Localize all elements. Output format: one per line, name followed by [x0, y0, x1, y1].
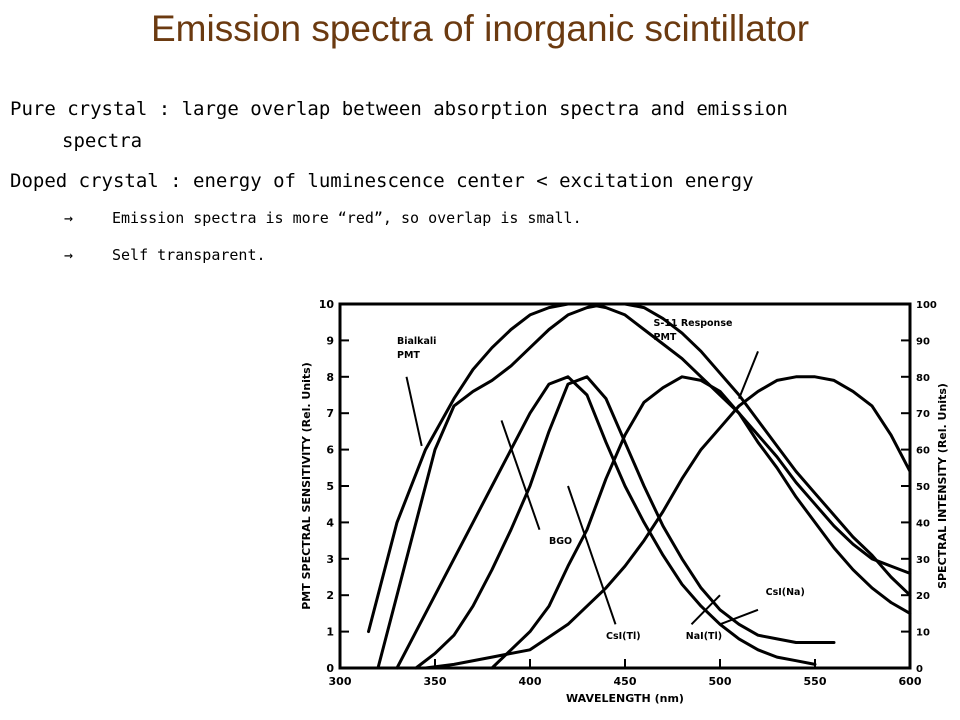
- right-tick-label: 0: [916, 664, 923, 675]
- left-tick-label: 9: [326, 334, 334, 347]
- x-tick-label: 500: [709, 675, 732, 688]
- right-axis-label: SPECTRAL INTENSITY (Rel. Units): [936, 383, 949, 589]
- left-tick-label: 5: [326, 480, 334, 493]
- bullet-pure-crystal-line2: spectra: [62, 130, 143, 152]
- x-tick-label: 350: [424, 675, 447, 688]
- left-tick-label: 1: [326, 626, 334, 639]
- sub-bullet-red-shift-text: Emission spectra is more “red”, so overl…: [112, 209, 582, 227]
- series-label-bialkali-pmt: PMT: [397, 350, 420, 361]
- series-line-bgo: [490, 375, 912, 670]
- right-tick-label: 90: [916, 336, 930, 347]
- bullet-pure-crystal-line1: Pure crystal : large overlap between abs…: [10, 98, 788, 120]
- left-tick-label: 4: [326, 516, 334, 529]
- left-tick-label: 3: [326, 553, 334, 566]
- sub-bullet-red-shift: → Emission spectra is more “red”, so over…: [64, 209, 582, 227]
- x-tick-label: 300: [329, 675, 352, 688]
- x-tick-label: 450: [614, 675, 637, 688]
- right-tick-label: 40: [916, 518, 930, 529]
- x-tick-label: 600: [899, 675, 922, 688]
- right-tick-label: 50: [916, 482, 930, 493]
- left-tick-label: 7: [326, 407, 334, 420]
- left-tick-label: 10: [319, 298, 335, 311]
- callout-line-s-11-response-pmt: [738, 350, 759, 400]
- right-tick-label: 30: [916, 555, 930, 566]
- left-tick-label: 2: [326, 589, 334, 602]
- series-line-csi-tl: [414, 375, 836, 670]
- slide-title: Emission spectra of inorganic scintillat…: [150, 8, 810, 49]
- chart-lines: [367, 302, 912, 670]
- callout-line-bgo: [500, 420, 541, 531]
- callout-line-bialkali-pmt: [405, 376, 423, 447]
- chart-axes: 300 350 400 450 500 550 6000123456789100102030…: [319, 298, 937, 688]
- sub-bullet-self-transparent: → Self transparent.: [64, 246, 266, 264]
- x-axis-label: WAVELENGTH (nm): [566, 692, 684, 705]
- right-tick-label: 70: [916, 409, 930, 420]
- series-line-bialkali-pmt: [367, 302, 912, 634]
- left-tick-label: 0: [326, 662, 334, 675]
- sub-bullet-self-transparent-text: Self transparent.: [112, 246, 266, 264]
- series-label-bialkali-pmt: Bialkali: [397, 336, 436, 347]
- series-label-nai-tl: NaI(Tl): [686, 631, 722, 642]
- callout-line-csi-tl: [567, 485, 617, 625]
- right-tick-label: 60: [916, 446, 930, 457]
- right-tick-label: 10: [916, 628, 930, 639]
- x-tick-label: 400: [519, 675, 542, 688]
- series-label-csi-tl: CsI(Tl): [606, 631, 641, 642]
- arrow-icon: →: [64, 209, 74, 227]
- series-line-s-11-response-pmt: [376, 302, 912, 670]
- arrow-icon: →: [64, 246, 74, 264]
- right-tick-label: 80: [916, 373, 930, 384]
- series-label-s-11-response-pmt: PMT: [654, 332, 677, 343]
- callout-line-csi-na: [719, 608, 759, 626]
- emission-spectra-chart: 300 350 400 450 500 550 6000123456789100102030…: [300, 298, 949, 705]
- series-label-bgo: BGO: [549, 536, 572, 547]
- bullet-doped-crystal: Doped crystal : energy of luminescence c…: [10, 170, 754, 192]
- right-tick-label: 100: [916, 300, 937, 311]
- chart-labels: WAVELENGTH (nm) PMT SPECTRAL SENSITIVITY …: [300, 318, 949, 705]
- left-axis-label: PMT SPECTRAL SENSITIVITY (Rel. Units): [300, 362, 313, 610]
- series-line-nai-tl: [395, 375, 817, 670]
- left-tick-label: 8: [326, 371, 334, 384]
- callout-line-nai-tl: [690, 594, 721, 626]
- right-tick-label: 20: [916, 591, 930, 602]
- series-line-csi-na: [424, 375, 912, 670]
- series-label-csi-na: CsI(Na): [766, 587, 805, 598]
- series-label-s-11-response-pmt: S-11 Response: [654, 318, 733, 329]
- x-tick-label: 550: [804, 675, 827, 688]
- left-tick-label: 6: [326, 444, 334, 457]
